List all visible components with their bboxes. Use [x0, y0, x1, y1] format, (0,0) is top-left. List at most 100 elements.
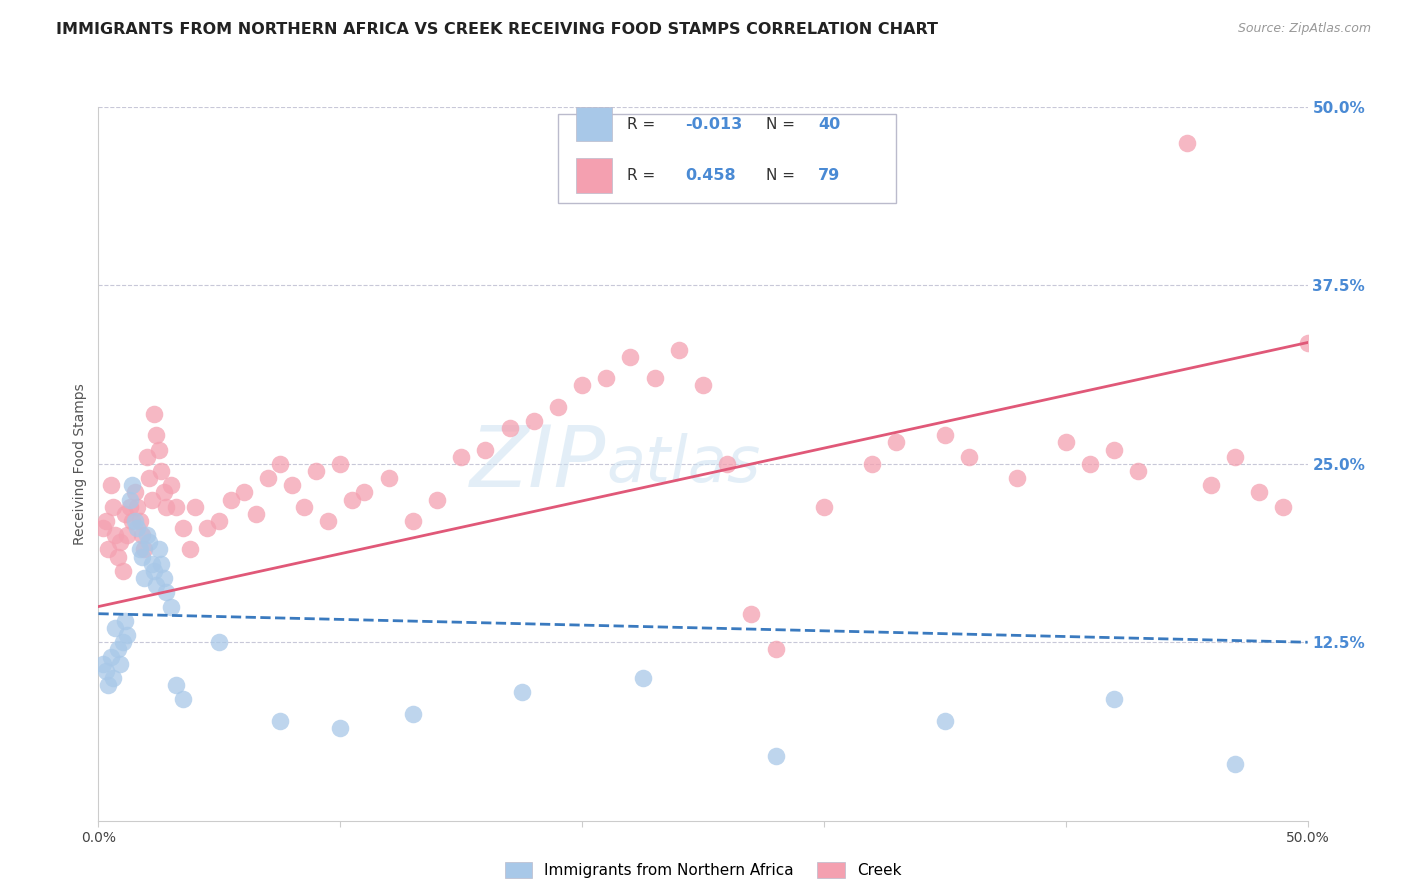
Point — [1199, 478, 1222, 492]
Point — [740, 607, 762, 621]
Point — [108, 657, 131, 671]
Point — [1054, 435, 1077, 450]
Point — [121, 514, 143, 528]
Point — [498, 421, 520, 435]
Point — [402, 706, 425, 721]
Point — [104, 528, 127, 542]
Point — [155, 585, 177, 599]
Point — [100, 478, 122, 492]
Point — [426, 492, 449, 507]
Text: atlas: atlas — [606, 433, 761, 495]
Point — [377, 471, 399, 485]
Point — [128, 542, 150, 557]
Point — [957, 450, 980, 464]
Point — [152, 485, 174, 500]
Point — [221, 492, 243, 507]
Point — [152, 571, 174, 585]
Point — [1223, 450, 1246, 464]
Point — [281, 478, 304, 492]
Point — [117, 528, 139, 542]
Point — [256, 471, 278, 485]
Point — [121, 478, 143, 492]
Point — [619, 350, 641, 364]
Point — [353, 485, 375, 500]
Point — [91, 521, 114, 535]
Point — [934, 714, 956, 728]
Point — [1128, 464, 1150, 478]
Point — [305, 464, 328, 478]
Point — [114, 614, 136, 628]
Point — [91, 657, 114, 671]
FancyBboxPatch shape — [576, 107, 613, 141]
Point — [127, 521, 149, 535]
Point — [107, 549, 129, 564]
Point — [134, 542, 156, 557]
Point — [160, 599, 183, 614]
Text: N =: N = — [766, 117, 800, 132]
Point — [101, 500, 124, 514]
Point — [111, 564, 134, 578]
Point — [141, 492, 163, 507]
Text: -0.013: -0.013 — [685, 117, 742, 132]
Point — [148, 442, 170, 457]
Point — [150, 464, 173, 478]
Point — [232, 485, 254, 500]
Point — [474, 442, 496, 457]
Text: R =: R = — [627, 117, 659, 132]
Point — [510, 685, 533, 699]
Point — [107, 642, 129, 657]
Point — [172, 692, 194, 706]
Point — [111, 635, 134, 649]
Point — [934, 428, 956, 442]
Point — [124, 514, 146, 528]
Point — [860, 457, 883, 471]
Point — [292, 500, 315, 514]
Point — [135, 528, 157, 542]
Point — [668, 343, 690, 357]
Point — [316, 514, 339, 528]
Point — [547, 400, 569, 414]
Point — [765, 642, 787, 657]
Text: Source: ZipAtlas.com: Source: ZipAtlas.com — [1237, 22, 1371, 36]
Point — [450, 450, 472, 464]
Point — [131, 528, 153, 542]
Point — [172, 521, 194, 535]
Point — [143, 564, 166, 578]
Text: 40: 40 — [818, 117, 841, 132]
Point — [118, 500, 141, 514]
Text: ZIP: ZIP — [470, 422, 606, 506]
Point — [1272, 500, 1295, 514]
Point — [138, 471, 160, 485]
Point — [145, 578, 167, 592]
Point — [148, 542, 170, 557]
Text: 79: 79 — [818, 168, 841, 183]
Point — [94, 514, 117, 528]
Point — [1102, 442, 1125, 457]
Y-axis label: Receiving Food Stamps: Receiving Food Stamps — [73, 383, 87, 545]
Point — [160, 478, 183, 492]
Point — [143, 407, 166, 421]
Point — [1296, 335, 1319, 350]
Point — [571, 378, 593, 392]
Point — [329, 457, 352, 471]
Point — [631, 671, 654, 685]
Point — [138, 535, 160, 549]
Point — [245, 507, 267, 521]
Point — [208, 635, 231, 649]
Point — [1249, 485, 1271, 500]
Point — [100, 649, 122, 664]
Point — [94, 664, 117, 678]
Point — [101, 671, 124, 685]
Point — [342, 492, 364, 507]
Point — [208, 514, 231, 528]
Point — [124, 485, 146, 500]
Point — [1223, 756, 1246, 771]
Point — [117, 628, 139, 642]
Point — [128, 514, 150, 528]
Point — [114, 507, 136, 521]
Point — [150, 557, 173, 571]
Point — [118, 492, 141, 507]
Point — [1078, 457, 1101, 471]
Point — [595, 371, 617, 385]
Point — [329, 721, 352, 735]
